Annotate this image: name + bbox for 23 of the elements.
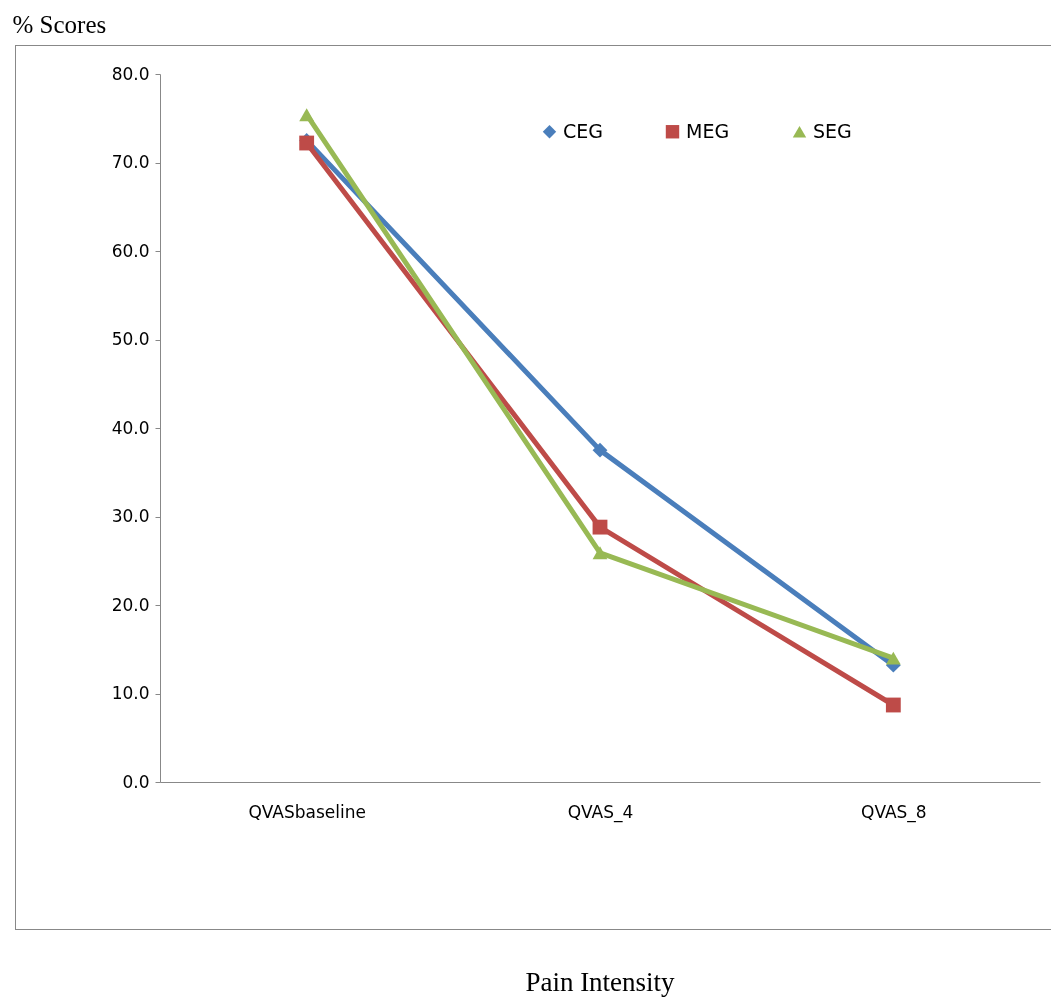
y-axis-title: % Scores bbox=[12, 10, 107, 38]
x-tick-label: QVAS_8 bbox=[861, 801, 927, 823]
y-tick-label: 0.0 bbox=[122, 771, 150, 792]
point bbox=[592, 546, 608, 560]
y-tick-label: 30.0 bbox=[111, 506, 150, 526]
y-tick-label: 60.0 bbox=[111, 240, 150, 261]
y-tick-label: 50.0 bbox=[111, 329, 150, 349]
x-tick-label: QVASbaseline bbox=[248, 801, 366, 822]
y-tick-label: 80.0 bbox=[111, 63, 150, 84]
point bbox=[592, 442, 608, 458]
point bbox=[885, 651, 901, 665]
point bbox=[885, 697, 901, 713]
text: Pain Intensity bbox=[525, 967, 676, 997]
point bbox=[592, 519, 608, 535]
x-tick-label: QVAS_4 bbox=[567, 801, 634, 823]
legend-label: MEG bbox=[686, 119, 730, 142]
y-tick-label: 10.0 bbox=[111, 683, 150, 703]
y-tick-label: 20.0 bbox=[111, 594, 150, 615]
y-tick-label: 40.0 bbox=[111, 417, 150, 438]
point bbox=[299, 108, 315, 122]
legend-label: CEG bbox=[563, 119, 603, 142]
legend-label: SEG bbox=[813, 119, 852, 142]
y-tick-label: 70.0 bbox=[111, 152, 150, 172]
